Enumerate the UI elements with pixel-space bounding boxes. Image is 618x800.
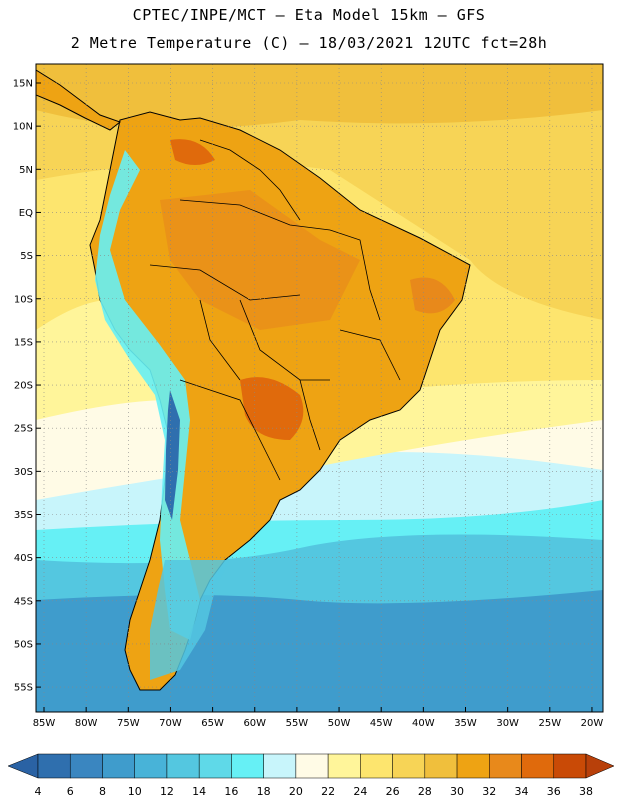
map-title-line1: CPTEC/INPE/MCT – Eta Model 15km – GFS [132, 6, 486, 24]
colorbar-label: 12 [160, 785, 174, 798]
colorbar-label: 14 [192, 785, 206, 798]
lat-tick-label: 5S [20, 251, 33, 262]
colorbar-label: 20 [289, 785, 303, 798]
colorbar-label: 34 [515, 785, 529, 798]
lat-tick-label: 30S [14, 467, 33, 478]
colorbar-label: 16 [224, 785, 238, 798]
colorbar-label: 6 [67, 785, 74, 798]
colorbar-segment [553, 753, 587, 779]
colorbar-segment [392, 753, 426, 779]
venezuela-hot-region [170, 139, 215, 165]
central-america-land [36, 69, 122, 131]
colorbar-label: 10 [128, 785, 142, 798]
lon-tick-label: 25W [538, 718, 561, 729]
colorbar-label: 22 [321, 785, 335, 798]
lat-tick-label: 45S [14, 596, 33, 607]
lat-tick-label: 35S [14, 510, 33, 521]
lon-tick-label: 65W [201, 718, 224, 729]
colorbar-label: 24 [353, 785, 367, 798]
colorbar-label: 36 [547, 785, 561, 798]
colorbar-segment [424, 753, 458, 779]
lat-tick-label: 10N [13, 122, 33, 133]
colorbar-segment [456, 753, 490, 779]
colorbar-segment [231, 753, 264, 779]
country-borders [149, 139, 401, 481]
lat-tick-label: 50S [14, 639, 33, 650]
colorbar-label: 28 [418, 785, 432, 798]
colorbar-label: 8 [99, 785, 106, 798]
lon-tick-label: 75W [117, 718, 140, 729]
lon-tick-label: 40W [412, 718, 435, 729]
lat-tick-label: 20S [14, 381, 33, 392]
lon-tick-label: 35W [454, 718, 477, 729]
lon-tick-label: 55W [286, 718, 309, 729]
lat-tick-label: 40S [14, 553, 33, 564]
colorbar-segment [489, 753, 522, 779]
northeast-brazil-hot-region [410, 277, 455, 314]
lat-tick-label: EQ [19, 208, 33, 219]
colorbar-label: 18 [257, 785, 271, 798]
colorbar-segment [360, 753, 393, 779]
colorbar-segment [327, 753, 361, 779]
lon-tick-label: 60W [243, 718, 266, 729]
lat-lon-gridlines [36, 64, 603, 712]
colorbar-segment [102, 753, 135, 779]
colorbar-segment [198, 753, 232, 779]
andes-range [95, 150, 200, 640]
colorbar-label: 30 [450, 785, 464, 798]
lon-tick-label: 70W [159, 718, 182, 729]
ocean-band-equatorial [36, 64, 603, 128]
lon-tick-label: 20W [581, 718, 604, 729]
andes-high-peaks [165, 390, 180, 520]
colorbar-under-arrow [7, 753, 39, 779]
amazon-hot-region [160, 190, 360, 330]
colorbar-segment [69, 753, 103, 779]
patagonia-cool [150, 560, 230, 680]
lat-tick-label: 55S [14, 683, 33, 694]
colorbar-label: 38 [579, 785, 593, 798]
colorbar-segment [263, 753, 297, 779]
lon-tick-label: 30W [496, 718, 519, 729]
lon-tick-label: 50W [328, 718, 351, 729]
colorbar-segment [134, 753, 168, 779]
colorbar-segment [295, 753, 329, 779]
map-title-line2: 2 Metre Temperature (C) – 18/03/2021 12U… [70, 34, 548, 52]
colorbar-segment [166, 753, 200, 779]
lon-tick-label: 80W [75, 718, 98, 729]
colorbar-label: 4 [35, 785, 42, 798]
colorbar-label: 32 [482, 785, 496, 798]
lat-tick-label: 25S [14, 424, 33, 435]
lon-tick-label: 45W [370, 718, 393, 729]
paraguay-hottest-region [240, 377, 304, 440]
lat-tick-label: 5N [19, 165, 33, 176]
lat-tick-label: 15S [14, 337, 33, 348]
colorbar-label: 26 [386, 785, 400, 798]
colorbar-segment [521, 753, 555, 779]
colorbar-over-arrow [585, 753, 615, 779]
lon-tick-label: 85W [33, 718, 56, 729]
colorbar-segment [37, 753, 71, 779]
lat-tick-label: 15N [13, 79, 33, 90]
lat-tick-label: 10S [14, 294, 33, 305]
map-frame [35, 63, 604, 713]
